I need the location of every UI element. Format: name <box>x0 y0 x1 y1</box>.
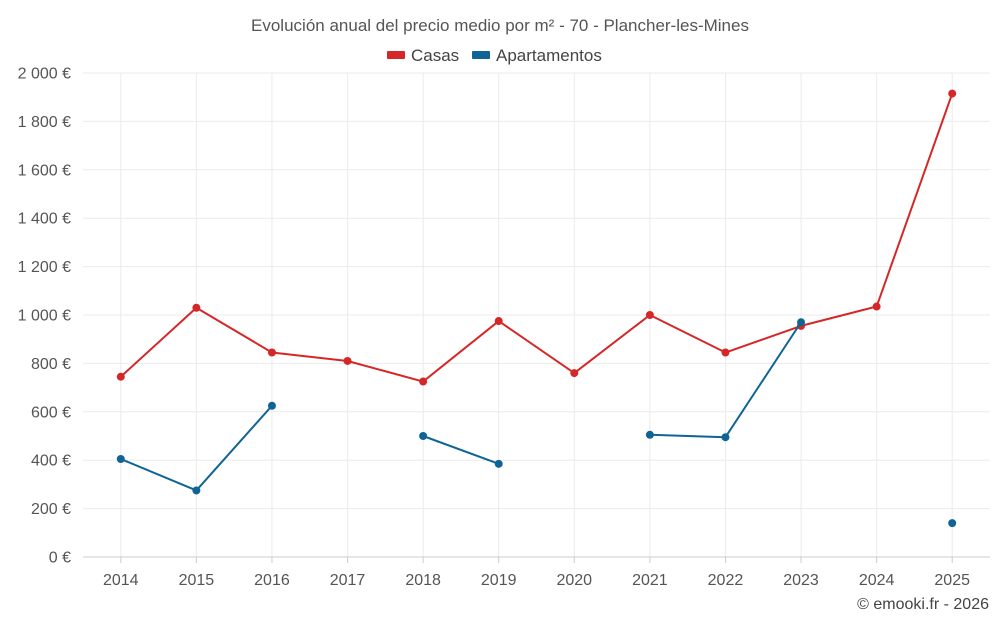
data-point[interactable] <box>116 372 125 381</box>
x-tick-label: 2018 <box>405 572 441 589</box>
x-tick-label: 2023 <box>783 572 819 589</box>
data-point[interactable] <box>267 348 276 357</box>
x-tick-label: 2016 <box>254 572 290 589</box>
series-line <box>422 435 500 465</box>
data-point[interactable] <box>721 433 730 442</box>
y-tick-label: 800 € <box>31 356 71 373</box>
data-point[interactable] <box>645 430 654 439</box>
data-point[interactable] <box>948 89 957 98</box>
data-point[interactable] <box>343 356 352 365</box>
data-point[interactable] <box>948 519 957 528</box>
data-point[interactable] <box>192 303 201 312</box>
x-tick-label: 2021 <box>632 572 668 589</box>
legend-item[interactable]: Apartamentos <box>472 46 602 65</box>
x-tick-label: 2024 <box>859 572 895 589</box>
y-tick-label: 1 000 € <box>18 308 71 325</box>
legend-swatch <box>387 51 405 59</box>
legend-label: Casas <box>411 46 459 65</box>
chart-title: Evolución anual del precio medio por m² … <box>251 16 749 35</box>
axes: 0 € 200 € 400 € 600 € 800 € 1 000 € 1 200 € 1 4… <box>18 66 990 589</box>
y-tick-label: 1 200 € <box>18 259 71 276</box>
data-point[interactable] <box>494 317 503 326</box>
data-point[interactable] <box>872 302 881 311</box>
x-tick-label: 2015 <box>179 572 215 589</box>
x-tick-label: 2025 <box>934 572 970 589</box>
data-point[interactable] <box>419 377 428 386</box>
legend: Casas Apartamentos <box>387 46 602 65</box>
data-point[interactable] <box>721 348 730 357</box>
x-tick-label: 2020 <box>556 572 592 589</box>
y-tick-label: 1 400 € <box>18 211 71 228</box>
y-tick-label: 1 600 € <box>18 162 71 179</box>
series-apartamentos <box>116 318 957 528</box>
data-point[interactable] <box>645 311 654 319</box>
data-point[interactable] <box>494 459 503 468</box>
series-line <box>120 93 954 383</box>
series-casas <box>116 89 957 386</box>
data-point[interactable] <box>570 369 579 378</box>
series-group <box>116 89 957 528</box>
legend-swatch <box>472 51 490 59</box>
y-tick-label: 0 € <box>49 550 71 567</box>
x-tick-label: 2014 <box>103 572 139 589</box>
legend-label: Apartamentos <box>496 46 602 65</box>
y-tick-label: 600 € <box>31 404 71 421</box>
y-tick-label: 1 800 € <box>18 114 71 131</box>
chart-credit: © emooki.fr - 2026 <box>857 596 989 613</box>
x-tick-label: 2022 <box>708 572 744 589</box>
x-tick-label: 2017 <box>330 572 366 589</box>
data-point[interactable] <box>267 401 276 410</box>
data-point[interactable] <box>797 318 806 327</box>
legend-item[interactable]: Casas <box>387 46 459 65</box>
grid <box>83 72 990 558</box>
data-point[interactable] <box>419 432 428 440</box>
y-tick-label: 2 000 € <box>18 66 71 83</box>
y-tick-label: 200 € <box>31 501 71 518</box>
y-tick-label: 400 € <box>31 453 71 470</box>
data-point[interactable] <box>192 486 201 495</box>
data-point[interactable] <box>116 454 125 463</box>
x-tick-label: 2019 <box>481 572 517 589</box>
